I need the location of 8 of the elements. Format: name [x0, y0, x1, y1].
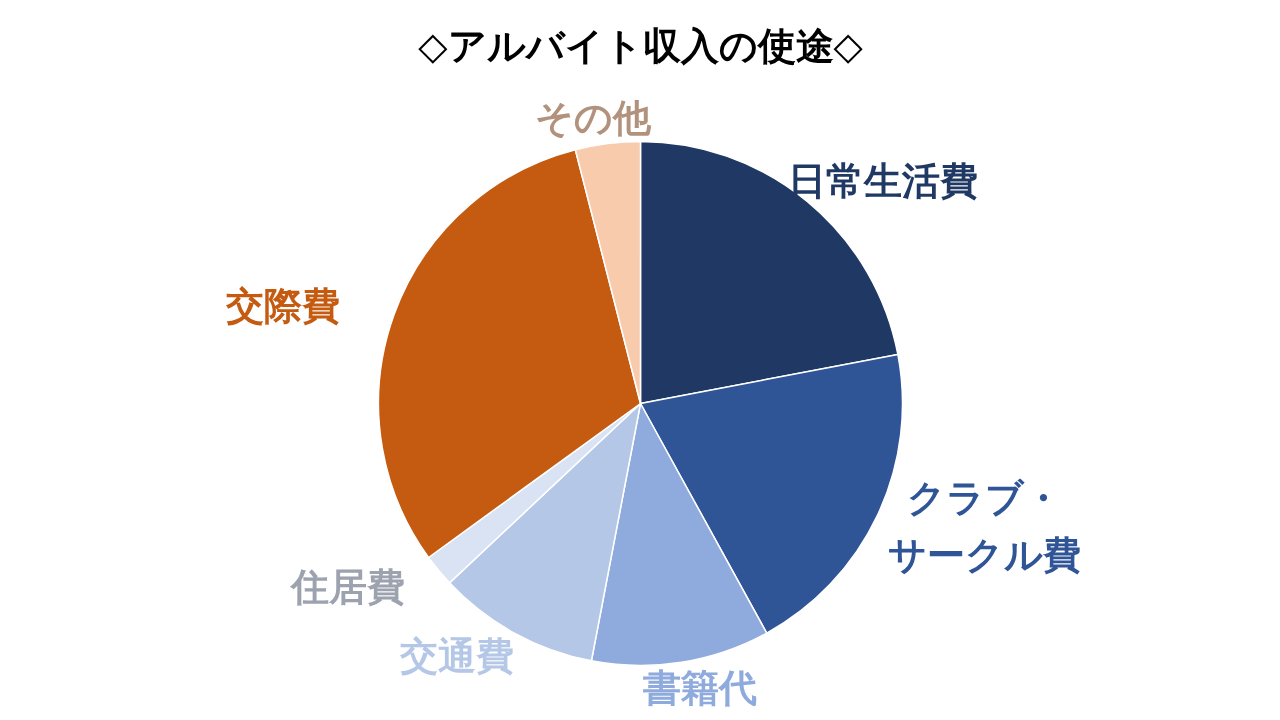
chart-title: ◇アルバイト収入の使途◇ — [418, 23, 864, 68]
slice-label: 日常生活費 — [787, 159, 978, 204]
slice-label: 交通費 — [399, 634, 515, 679]
slice-label: クラブ・サークル費 — [887, 475, 1081, 577]
slice-label: 交際費 — [225, 283, 341, 328]
slice-label: 住居費 — [288, 565, 405, 610]
slice-label: その他 — [534, 95, 652, 140]
slice-label: 書籍代 — [642, 666, 757, 711]
